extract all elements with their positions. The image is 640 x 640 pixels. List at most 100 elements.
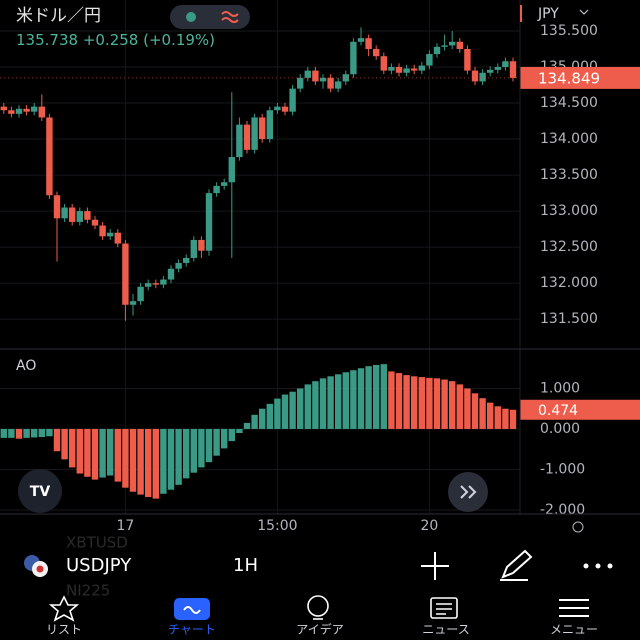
tab-label[interactable]: アイデア (296, 622, 343, 637)
candle-body (129, 301, 137, 305)
ao-bar (0, 428, 7, 438)
ao-bar (312, 381, 319, 429)
candle-body (297, 77, 304, 89)
candle-body (69, 207, 76, 222)
candle-body (281, 106, 289, 112)
more-button[interactable] (583, 563, 613, 569)
logo-badge[interactable] (18, 469, 62, 513)
tab-icon-news-lines (436, 603, 452, 615)
chevron (579, 9, 589, 15)
candle-body (487, 69, 494, 73)
ao-bar (403, 375, 410, 429)
candle-body (266, 110, 273, 140)
ao-bar (228, 428, 235, 442)
candle-body (145, 283, 152, 287)
ao-bar (319, 378, 327, 429)
candle-body (433, 46, 441, 55)
candle-body (236, 124, 243, 158)
ao-bar (38, 428, 45, 438)
ao-bar (509, 409, 517, 429)
y-tick-label: -2.000 (540, 502, 585, 518)
y-tick-label: 1.000 (540, 380, 580, 396)
candle-body (167, 268, 175, 280)
draw-button[interactable] (500, 549, 533, 581)
y-tick-label: 133.500 (540, 167, 598, 183)
candle-body (190, 239, 197, 258)
ao-bar (335, 374, 342, 429)
candle-body (84, 211, 91, 220)
tab-label[interactable]: チャート (168, 623, 216, 637)
candle-body (304, 70, 311, 78)
ao-bar (449, 381, 456, 429)
prev-symbol: XBTUSD (66, 534, 128, 552)
ao-bar (23, 428, 30, 438)
candle-body (357, 38, 365, 42)
ao-bar (251, 414, 258, 429)
tab-icon-list (48, 595, 80, 622)
ao-bar (145, 428, 152, 498)
candle-body (418, 65, 425, 71)
candle-body (342, 74, 349, 82)
ao-bar (388, 371, 395, 429)
ao-bar (297, 388, 304, 429)
candle-body (175, 262, 182, 269)
change-pct: (+0.19%) (143, 31, 215, 49)
candle-body (259, 117, 266, 140)
ao-bar (160, 428, 167, 494)
tab-label[interactable]: ニュース (422, 623, 469, 637)
ao-bar (464, 388, 471, 429)
ao-bar (259, 408, 266, 429)
candle-body (213, 185, 220, 194)
ao-bar (494, 406, 501, 429)
ao-bar (107, 428, 114, 476)
candle-body (205, 193, 213, 251)
ao-bar (487, 402, 494, 429)
candle-body (388, 67, 395, 71)
add-button[interactable] (421, 552, 449, 580)
ao-bar (502, 408, 509, 429)
y-tick-label: -1.000 (540, 461, 585, 477)
candle-body (46, 117, 53, 196)
ao-bar (76, 428, 83, 474)
candle-body (449, 41, 456, 46)
ao-bar (91, 428, 99, 480)
tab-label[interactable]: メニュー (550, 623, 598, 637)
toggle-pill[interactable] (170, 5, 250, 29)
ao-bar (342, 372, 349, 429)
ao-bar (183, 428, 190, 479)
candle-body (221, 182, 228, 186)
candle-body (91, 219, 99, 226)
settings-icon[interactable] (572, 521, 584, 533)
y-tick-label: 135.500 (540, 23, 598, 39)
ao-bar (456, 384, 463, 429)
currency[interactable]: JPY (537, 6, 559, 22)
ao-bar (84, 428, 91, 477)
ao-bar (175, 428, 182, 485)
last-price-box (520, 66, 640, 89)
logo: TV (30, 484, 51, 500)
ao-bar (236, 428, 243, 434)
ao-bar (426, 377, 433, 429)
ao-bar (441, 379, 448, 429)
ao-bar (61, 428, 68, 460)
candle-body (373, 48, 380, 57)
change: +0.258 (83, 31, 139, 49)
y-tick-label: 131.500 (540, 311, 598, 327)
candle-body (274, 106, 281, 111)
ao-bar (304, 384, 311, 429)
symbol[interactable]: USDJPY (66, 555, 132, 576)
candle-body (350, 41, 357, 75)
candle-body (53, 195, 61, 219)
ao-bar (357, 368, 365, 429)
next-symbol: NI225 (66, 582, 110, 600)
x-tick-label: 20 (420, 518, 438, 534)
candle-body (464, 48, 471, 71)
ao-bar (99, 428, 106, 478)
interval[interactable]: 1H (233, 555, 258, 576)
candle-body (509, 61, 517, 78)
ao-bar (365, 366, 372, 429)
tab-label[interactable]: リスト (46, 623, 82, 637)
candle-body (426, 54, 433, 66)
candle-body (395, 67, 403, 73)
